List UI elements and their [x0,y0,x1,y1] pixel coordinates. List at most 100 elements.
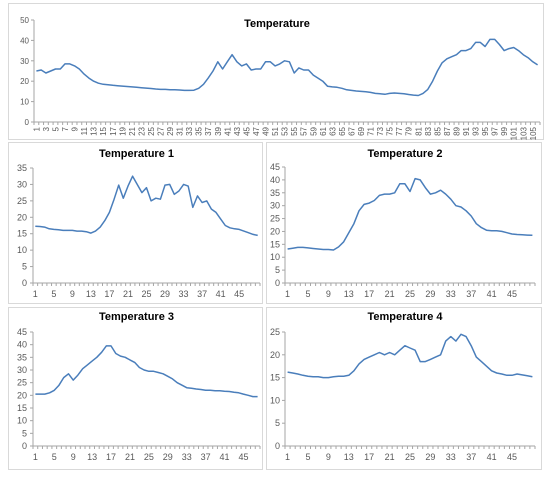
series-line [36,38,539,97]
x-tick-label: 9 [71,126,80,131]
x-tick-label: 25 [147,126,156,135]
x-tick-label: 49 [262,126,271,135]
x-tick-label: 27 [157,126,166,135]
x-tick-label: 91 [462,126,471,135]
x-tick-label: 65 [338,126,347,135]
y-tick-label: 25 [270,327,280,337]
chart-title: Temperature [244,18,310,30]
x-tick-label: 41 [220,452,230,462]
x-tick-label: 29 [425,452,435,462]
y-tick-label: 10 [17,245,27,255]
y-tick-label: 10 [20,98,29,107]
x-tick-label: 25 [405,452,415,462]
x-tick-label: 69 [357,126,366,135]
chart-panel-temperature-4: Temperature 4 0 5 10 15 20 25 1 5 9 13 17 21 25 29 33 37… [266,307,542,470]
x-tick-label: 33 [182,452,192,462]
x-tick-label: 53 [281,126,290,135]
x-tick-label: 85 [433,126,442,135]
x-tick-label: 17 [364,289,374,299]
y-tick-label: 45 [270,162,280,172]
y-tick-label: 20 [20,77,29,86]
x-tick-label: 83 [424,126,433,135]
y-tick-label: 25 [17,196,27,206]
y-tick-label: 20 [270,350,280,360]
x-tick-label: 99 [500,126,509,135]
x-tick-label: 75 [386,126,395,135]
y-tick-label: 10 [17,416,27,426]
y-tick-label: 40 [270,175,280,185]
x-tick-label: 79 [405,126,414,135]
x-tick-label: 37 [197,289,207,299]
x-tick-label: 25 [144,452,154,462]
y-tick-label: 5 [275,418,280,428]
x-tick-label: 63 [328,126,337,135]
x-tick-label: 45 [234,289,244,299]
y-tick-label: 50 [20,16,29,25]
x-tick-label: 89 [452,126,461,135]
x-tick-label: 33 [446,452,456,462]
x-tick-label: 55 [290,126,299,135]
x-tick-label: 105 [529,126,538,140]
x-tick-label: 25 [141,289,151,299]
chart-title: Temperature 1 [99,148,174,160]
x-tick-label: 17 [104,289,114,299]
y-tick-label: 30 [270,201,280,211]
x-tick-label: 59 [309,126,318,135]
y-tick-label: 40 [20,36,29,45]
y-tick-label: 5 [22,428,27,438]
y-tick-label: 5 [275,265,280,275]
series-line [35,345,258,398]
chart-title: Temperature 2 [368,148,443,160]
x-tick-label: 21 [123,289,133,299]
y-tick-label: 10 [270,395,280,405]
y-tick-label: 0 [22,441,27,451]
x-tick-label: 5 [305,452,310,462]
x-tick-label: 5 [52,452,57,462]
x-tick-label: 51 [271,126,280,135]
x-tick-label: 13 [90,126,99,135]
x-tick-label: 21 [385,289,395,299]
x-tick-label: 17 [364,452,374,462]
x-tick-label: 47 [252,126,261,135]
x-tick-label: 31 [176,126,185,135]
x-tick-label: 45 [507,289,517,299]
chart-title: Temperature 3 [99,311,174,323]
x-tick-label: 35 [195,126,204,135]
x-tick-label: 29 [166,126,175,135]
y-tick-label: 25 [17,378,27,388]
y-tick-label: 30 [17,365,27,375]
x-tick-label: 7 [61,126,70,131]
y-tick-label: 25 [270,214,280,224]
y-tick-label: 10 [270,252,280,262]
x-tick-label: 71 [367,126,376,135]
x-tick-label: 57 [300,126,309,135]
x-tick-label: 37 [204,126,213,135]
y-tick-label: 5 [22,262,27,272]
x-tick-label: 5 [51,289,56,299]
x-tick-label: 45 [507,452,517,462]
series-line [287,333,533,379]
x-tick-label: 73 [376,126,385,135]
y-tick-label: 15 [17,229,27,239]
y-tick-label: 15 [270,373,280,383]
x-tick-label: 17 [106,452,116,462]
x-tick-label: 29 [425,289,435,299]
y-tick-label: 40 [17,340,27,350]
chart-panel-temperature-1: Temperature 1 0 5 10 15 20 25 30 35 1 5 9 13 17 21 25 29… [8,142,263,304]
x-tick-label: 41 [223,126,232,135]
x-tick-label: 29 [163,452,173,462]
x-tick-label: 103 [519,126,528,140]
x-tick-label: 23 [137,126,146,135]
chart-title: Temperature 4 [368,311,444,323]
x-tick-label: 19 [118,126,127,135]
x-tick-label: 21 [125,452,135,462]
x-tick-label: 61 [319,126,328,135]
x-tick-label: 45 [238,452,248,462]
y-tick-label: 0 [275,441,280,451]
x-tick-label: 9 [71,452,76,462]
y-tick-label: 20 [17,212,27,222]
x-tick-label: 3 [42,126,51,131]
y-tick-label: 45 [17,327,27,337]
